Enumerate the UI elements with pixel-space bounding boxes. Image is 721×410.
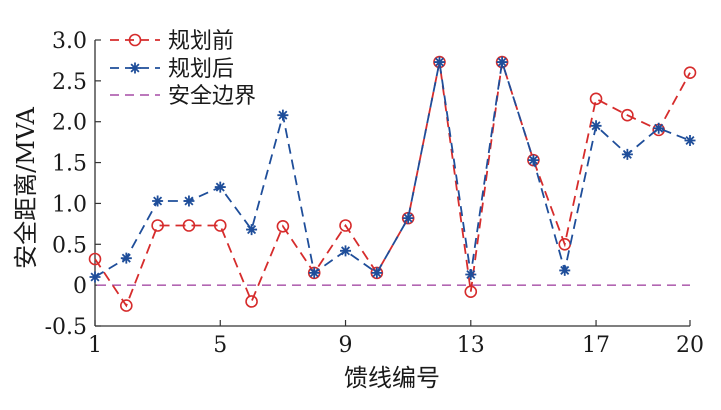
data-point: [151, 219, 164, 232]
series-after: [89, 56, 696, 283]
data-point: [683, 66, 697, 79]
y-tick-label: 2.0: [52, 111, 87, 136]
x-axis-label: 馈线编号: [344, 364, 440, 392]
data-point: [308, 267, 320, 279]
legend-label: 安全边界: [168, 84, 256, 109]
plot-frame: [94, 40, 690, 327]
data-point: [402, 212, 414, 224]
y-axis: -0.5 0 0.5 1.0 1.5 2.0 2.5 3.0: [45, 29, 101, 340]
data-point: [120, 299, 133, 312]
data-point: [527, 154, 539, 166]
x-tick-label: 9: [339, 333, 353, 358]
data-point: [277, 109, 289, 121]
data-point: [246, 224, 258, 236]
data-point: [213, 219, 227, 232]
data-point: [465, 269, 477, 281]
x-tick-label: 5: [213, 333, 227, 358]
y-tick-label: 3.0: [52, 29, 87, 54]
data-point: [433, 56, 445, 68]
y-tick-label: 0: [73, 274, 87, 299]
legend-item: 规划前: [110, 29, 234, 54]
data-point: [245, 295, 258, 308]
data-point: [621, 148, 633, 160]
x-tick-label: 13: [457, 333, 485, 358]
data-point: [89, 271, 101, 283]
data-point: [183, 195, 195, 207]
series-line: [94, 61, 691, 278]
y-tick-label: 1.5: [52, 152, 87, 177]
data-point: [182, 219, 196, 232]
data-point: [653, 122, 665, 134]
data-point: [464, 285, 478, 298]
data-point: [88, 252, 102, 266]
y-tick-label: -0.5: [45, 315, 87, 340]
data-point: [496, 56, 508, 68]
data-point: [559, 264, 571, 276]
data-point: [590, 120, 602, 132]
data-point: [589, 92, 603, 106]
data-point: [684, 135, 696, 147]
y-tick-label: 0.5: [52, 233, 87, 258]
data-point: [371, 267, 383, 279]
legend-marker: [128, 33, 142, 47]
x-tick-label: 17: [582, 333, 610, 358]
legend-item: 安全边界: [110, 84, 256, 109]
data-point: [120, 252, 132, 264]
x-tick-label: 20: [676, 333, 704, 358]
data-point: [276, 220, 290, 233]
data-point: [214, 181, 226, 193]
legend-label: 规划后: [168, 57, 234, 82]
legend-label: 规划前: [168, 29, 234, 54]
y-axis-label: 安全距离/MVA: [12, 106, 40, 268]
series-layer: [88, 55, 697, 312]
data-point: [152, 195, 164, 207]
x-axis: 1 5 9 13 17 20: [88, 320, 704, 358]
x-tick-label: 1: [88, 333, 102, 358]
data-point: [621, 108, 634, 122]
data-point: [340, 245, 352, 257]
legend-item: 规划后: [110, 57, 234, 82]
legend-marker: [129, 62, 141, 74]
data-point: [339, 219, 352, 232]
y-tick-label: 2.5: [52, 70, 87, 95]
y-tick-label: 1.0: [52, 192, 87, 217]
